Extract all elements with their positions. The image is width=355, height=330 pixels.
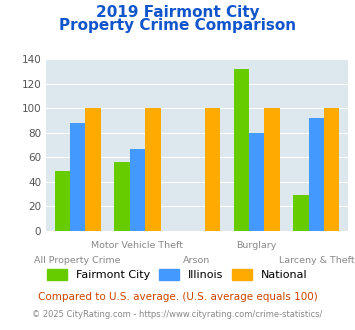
Bar	[205, 109, 220, 231]
Text: Arson: Arson	[184, 256, 211, 265]
Text: Burglary: Burglary	[236, 241, 277, 250]
Bar	[86, 109, 101, 231]
Text: Larceny & Theft: Larceny & Theft	[279, 256, 354, 265]
Text: Property Crime Comparison: Property Crime Comparison	[59, 18, 296, 33]
Bar	[293, 195, 308, 231]
Text: 2019 Fairmont City: 2019 Fairmont City	[96, 5, 259, 20]
Bar	[264, 109, 280, 231]
Text: All Property Crime: All Property Crime	[34, 256, 121, 265]
Text: Compared to U.S. average. (U.S. average equals 100): Compared to U.S. average. (U.S. average …	[38, 292, 317, 302]
Text: © 2025 CityRating.com - https://www.cityrating.com/crime-statistics/: © 2025 CityRating.com - https://www.city…	[32, 310, 323, 319]
Bar	[70, 123, 86, 231]
Legend: Fairmont City, Illinois, National: Fairmont City, Illinois, National	[43, 265, 312, 284]
Bar	[234, 69, 249, 231]
Bar	[55, 171, 70, 231]
Bar	[324, 109, 339, 231]
Bar	[308, 118, 324, 231]
Bar	[145, 109, 160, 231]
Bar	[249, 133, 264, 231]
Bar	[130, 149, 145, 231]
Bar	[114, 162, 130, 231]
Text: Motor Vehicle Theft: Motor Vehicle Theft	[91, 241, 184, 250]
